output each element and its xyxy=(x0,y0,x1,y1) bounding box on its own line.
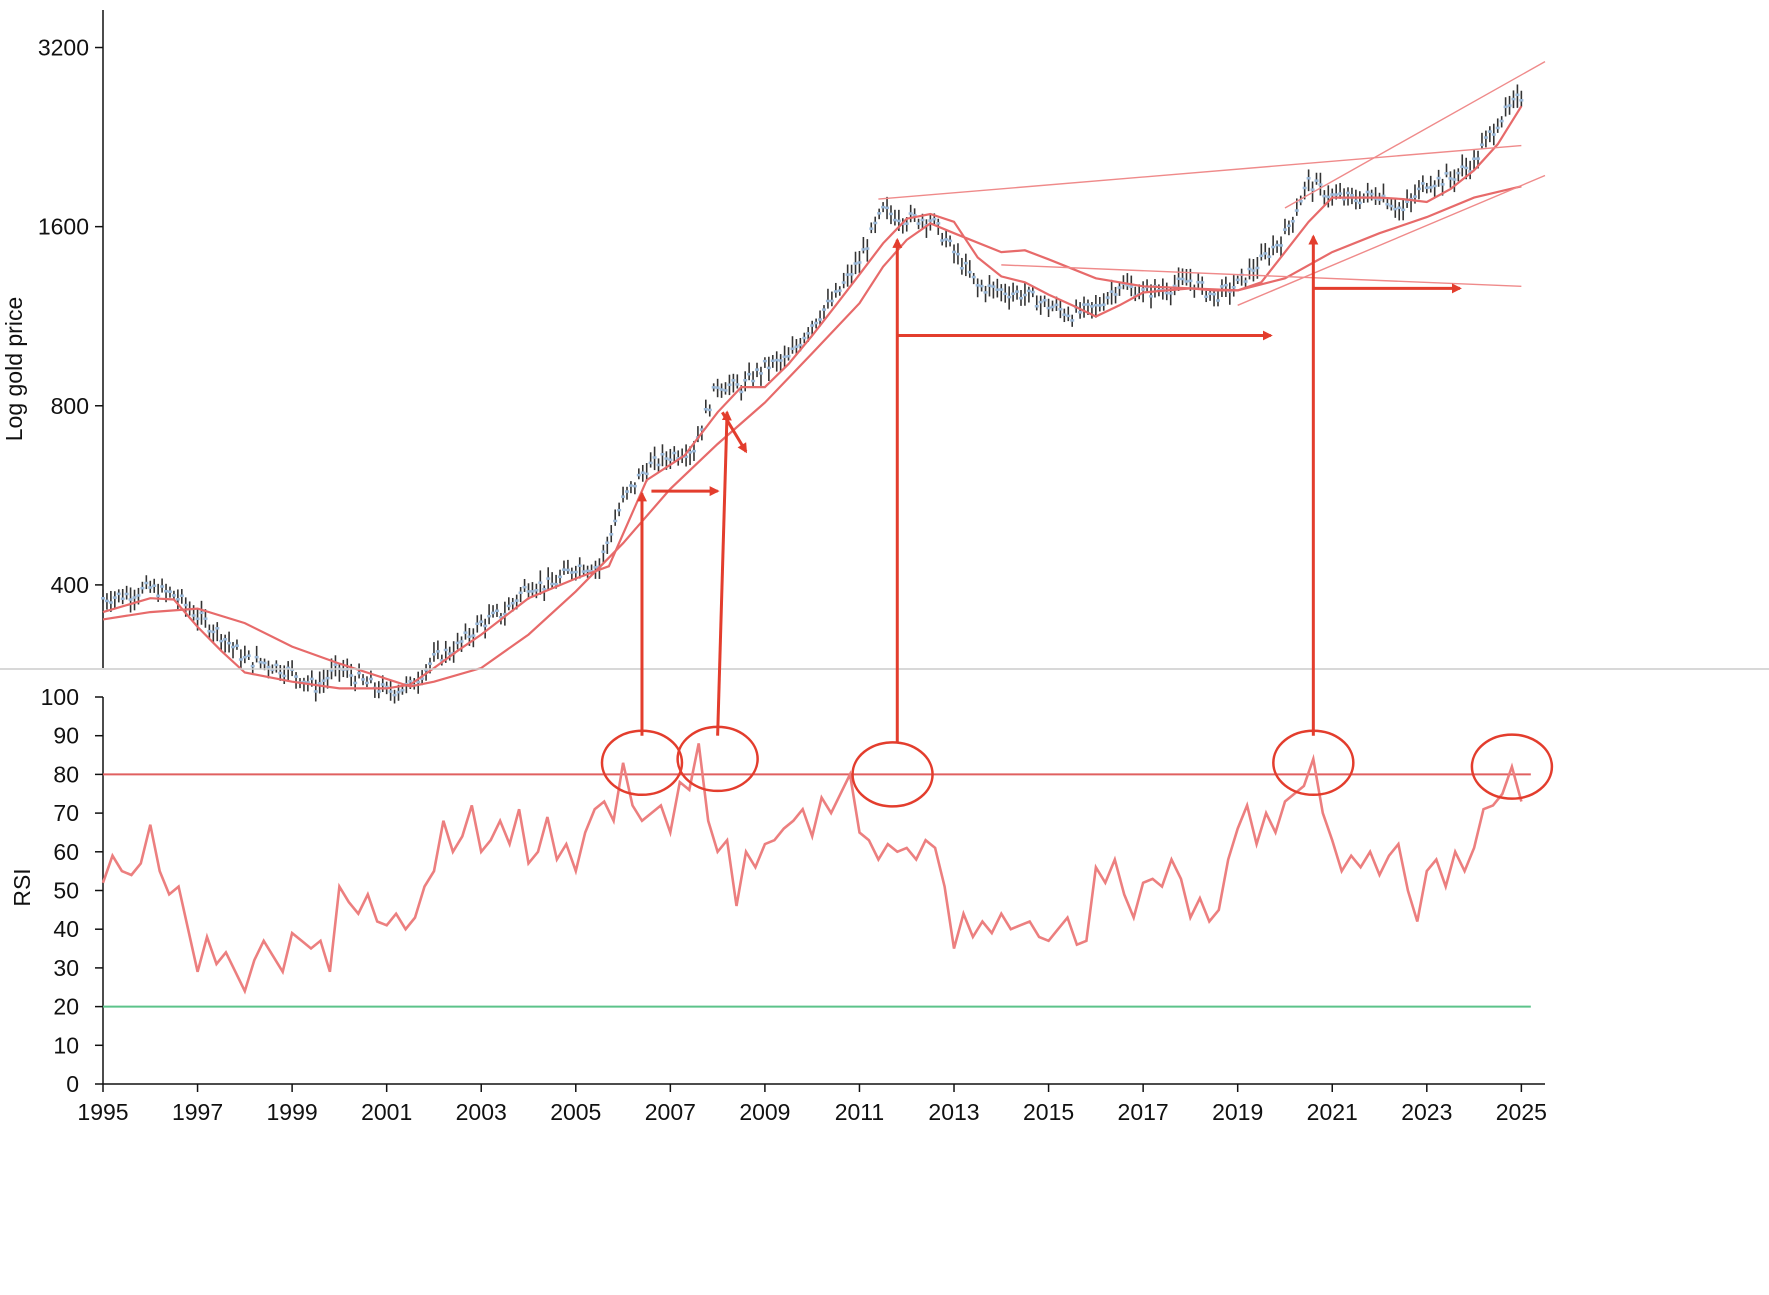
x-tick-label: 1995 xyxy=(77,1099,128,1125)
x-tick-label: 2023 xyxy=(1401,1099,1452,1125)
x-tick-label: 2021 xyxy=(1307,1099,1358,1125)
highlight-circle xyxy=(1470,733,1554,800)
moving-average-lines xyxy=(102,105,1523,690)
rsi-y-tick-label: 40 xyxy=(53,916,79,942)
x-tick-label: 2025 xyxy=(1496,1099,1547,1125)
trendline xyxy=(1001,264,1522,288)
long-moving-average-line xyxy=(102,185,1522,688)
trendline xyxy=(878,144,1522,200)
rsi-y-tick-label: 30 xyxy=(53,955,79,981)
price-panel: 400 800 1600 3200 Log gold price xyxy=(1,10,1546,704)
price-y-tick-label: 400 xyxy=(51,572,89,598)
price-y-ticks: 400 800 1600 3200 xyxy=(38,35,103,598)
short-moving-average-line xyxy=(102,105,1523,690)
trendline xyxy=(1237,174,1546,306)
rsi-y-tick-label: 60 xyxy=(53,839,79,865)
x-tick-label: 2017 xyxy=(1118,1099,1169,1125)
price-bars xyxy=(101,84,1524,704)
highlight-circle xyxy=(851,741,934,808)
x-tick-label: 2015 xyxy=(1023,1099,1074,1125)
highlight-circle xyxy=(600,729,684,797)
annotation-arrow xyxy=(716,410,732,736)
x-tick-label: 2013 xyxy=(928,1099,979,1125)
rsi-y-tick-label: 0 xyxy=(66,1071,79,1097)
x-tick-label: 2019 xyxy=(1212,1099,1263,1125)
x-tick-label: 2005 xyxy=(550,1099,601,1125)
x-tick-label: 2003 xyxy=(456,1099,507,1125)
x-tick-label: 1997 xyxy=(172,1099,223,1125)
rsi-series xyxy=(101,743,1523,995)
rsi-y-tick-label: 70 xyxy=(53,800,79,826)
price-y-tick-label: 3200 xyxy=(38,35,89,61)
rsi-panel: 0 10 20 30 40 50 60 70 80 90 100 1995 1997 1999 2001 2… xyxy=(9,684,1554,1125)
price-y-axis-title: Log gold price xyxy=(1,297,27,442)
x-tick-label: 2009 xyxy=(739,1099,790,1125)
rsi-y-tick-label: 80 xyxy=(53,761,79,787)
x-tick-label: 2007 xyxy=(645,1099,696,1125)
rsi-highlight-circles xyxy=(600,725,1554,808)
trendline xyxy=(1284,61,1546,209)
rsi-y-tick-label: 90 xyxy=(53,723,79,749)
annotation-arrow xyxy=(721,411,748,454)
highlight-circle xyxy=(676,725,759,793)
rsi-y-tick-label: 20 xyxy=(53,994,79,1020)
x-axis-ticks: 1995 1997 1999 2001 2003 2005 2007 2009 2011 2013… xyxy=(77,1084,1547,1125)
rsi-y-tick-label: 100 xyxy=(41,684,79,710)
rsi-reference-lines xyxy=(103,773,1531,1008)
x-tick-label: 1999 xyxy=(267,1099,318,1125)
x-tick-label: 2011 xyxy=(835,1099,884,1125)
rsi-y-tick-label: 10 xyxy=(53,1032,79,1058)
rsi-y-tick-label: 50 xyxy=(53,878,79,904)
trendlines xyxy=(878,61,1546,306)
annotation-arrows xyxy=(636,234,1462,744)
x-tick-label: 2001 xyxy=(361,1099,412,1125)
rsi-line xyxy=(101,743,1523,995)
rsi-y-axis-title: RSI xyxy=(9,868,35,906)
rsi-y-ticks: 0 10 20 30 40 50 60 70 80 90 100 xyxy=(41,684,103,1097)
price-y-tick-label: 1600 xyxy=(38,214,89,240)
price-y-tick-label: 800 xyxy=(51,393,89,419)
